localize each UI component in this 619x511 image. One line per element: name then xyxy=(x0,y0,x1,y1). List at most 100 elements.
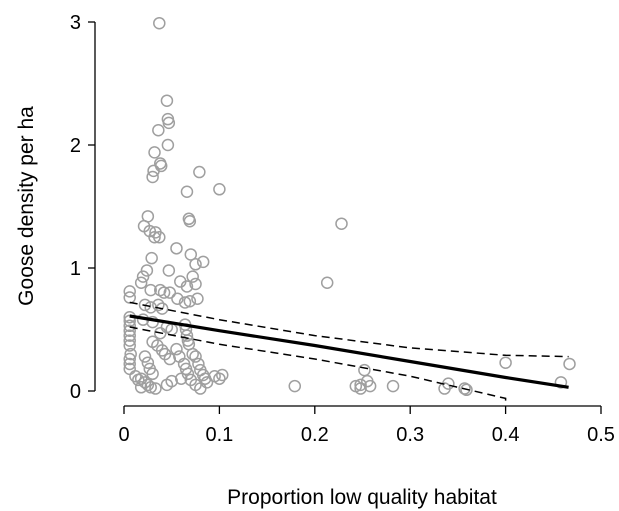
data-point xyxy=(124,347,137,361)
data-point xyxy=(171,292,184,305)
confidence-upper-line xyxy=(129,301,569,358)
data-point xyxy=(163,286,177,299)
data-point xyxy=(165,374,178,388)
points-layer xyxy=(123,16,576,397)
data-point xyxy=(170,342,183,356)
data-point xyxy=(189,350,202,363)
data-point xyxy=(153,231,166,244)
data-point xyxy=(123,319,136,333)
data-point xyxy=(183,215,197,228)
data-point xyxy=(163,352,177,366)
data-point xyxy=(148,146,161,159)
data-point xyxy=(563,357,576,371)
data-point xyxy=(123,314,136,328)
x-tick-label: 0.1 xyxy=(205,424,233,446)
data-point xyxy=(123,339,136,352)
data-point xyxy=(152,298,165,312)
data-point xyxy=(148,231,161,244)
data-point xyxy=(161,138,175,152)
data-point xyxy=(134,381,148,394)
data-point xyxy=(149,382,162,395)
ticks-layer: 0 0.1 0.2 0.3 0.4 0.5 0 1 2 3 xyxy=(70,12,615,446)
data-point xyxy=(460,383,473,397)
data-point xyxy=(123,357,136,371)
data-point xyxy=(147,164,160,178)
x-axis-title: Proportion low quality habitat xyxy=(227,486,497,509)
axes-layer xyxy=(94,22,601,407)
data-point xyxy=(189,258,202,271)
data-point xyxy=(554,376,568,389)
x-tick-label: 0 xyxy=(118,424,129,446)
data-point xyxy=(154,326,167,340)
data-point xyxy=(155,302,169,315)
data-point xyxy=(194,382,207,395)
data-point xyxy=(192,357,205,371)
confidence-lower-line xyxy=(129,326,507,405)
data-point xyxy=(186,347,199,361)
x-tick-label: 0.4 xyxy=(492,424,520,446)
data-point xyxy=(134,276,148,290)
data-point xyxy=(363,379,377,393)
data-point xyxy=(180,185,194,198)
data-point xyxy=(386,379,400,393)
data-point xyxy=(145,251,158,265)
data-point xyxy=(157,286,171,299)
data-point xyxy=(200,376,214,389)
data-point xyxy=(335,217,348,230)
data-point xyxy=(178,296,192,309)
data-point xyxy=(213,372,226,385)
data-point xyxy=(180,280,194,293)
data-point xyxy=(123,352,136,366)
data-point xyxy=(160,94,174,107)
data-point xyxy=(320,276,334,290)
data-point xyxy=(144,381,157,394)
y-tick-label: 2 xyxy=(70,135,81,157)
data-point xyxy=(183,294,197,308)
data-point xyxy=(186,270,199,283)
data-point xyxy=(136,270,150,283)
data-point xyxy=(153,16,166,30)
data-point xyxy=(170,242,183,255)
data-point xyxy=(358,363,371,377)
x-tick-label: 0.2 xyxy=(301,424,329,446)
data-point xyxy=(191,292,204,305)
data-point xyxy=(123,324,136,337)
data-point xyxy=(138,350,152,363)
data-point xyxy=(499,356,512,369)
data-point xyxy=(196,255,210,269)
x-tick-label: 0.3 xyxy=(396,424,424,446)
data-point xyxy=(438,382,451,395)
data-point xyxy=(123,329,136,342)
data-point xyxy=(180,329,194,342)
data-point xyxy=(174,372,188,385)
data-point xyxy=(162,264,176,277)
data-point xyxy=(193,165,206,179)
data-point xyxy=(349,379,363,393)
y-axis-title: Goose density per ha xyxy=(15,106,38,306)
data-point xyxy=(146,170,159,184)
data-point xyxy=(354,378,367,392)
data-point xyxy=(152,123,165,137)
data-point xyxy=(184,248,198,261)
data-point xyxy=(138,298,152,312)
data-point xyxy=(155,344,169,357)
data-point xyxy=(141,378,155,392)
data-point xyxy=(146,367,159,381)
data-point xyxy=(129,369,142,383)
data-point xyxy=(189,277,202,291)
y-tick-label: 0 xyxy=(70,381,81,403)
data-point xyxy=(288,379,302,393)
data-point xyxy=(123,334,136,347)
data-point xyxy=(162,116,176,130)
data-point xyxy=(132,373,145,387)
y-tick-label: 1 xyxy=(70,258,81,280)
data-point xyxy=(144,283,157,297)
data-point xyxy=(140,264,154,277)
y-tick-label: 3 xyxy=(70,12,81,34)
data-point xyxy=(458,382,471,395)
data-point xyxy=(141,356,155,369)
lines-layer xyxy=(129,301,569,405)
x-tick-label: 0.5 xyxy=(587,424,615,446)
